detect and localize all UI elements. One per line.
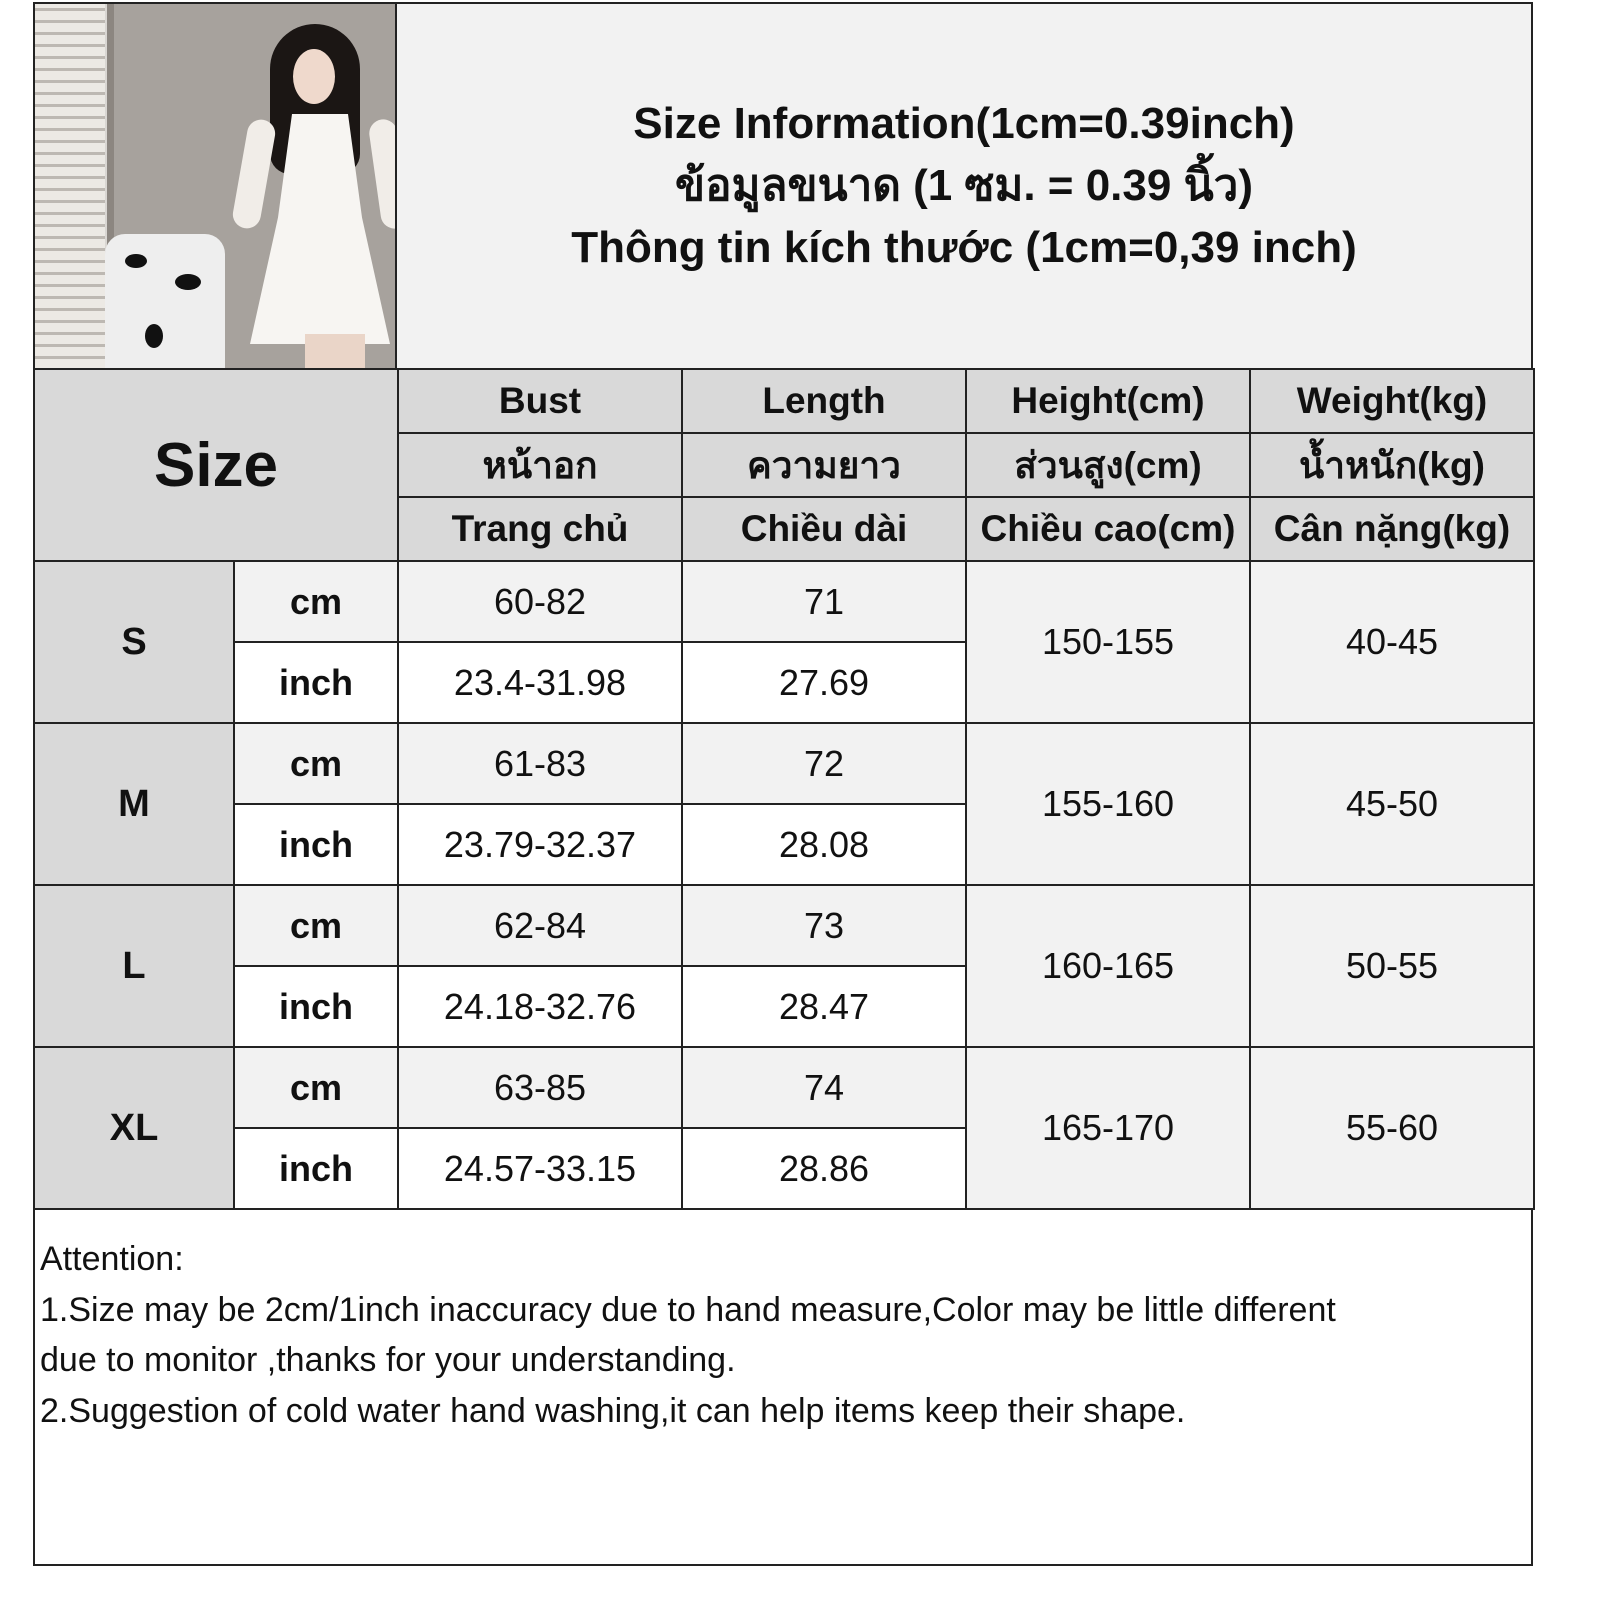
length-cm: 72	[681, 722, 967, 805]
height-range: 150-155	[965, 560, 1251, 724]
header-length: Length	[681, 368, 967, 434]
height-range: 160-165	[965, 884, 1251, 1048]
header-bust: Bust	[397, 368, 683, 434]
header-weight: Weight(kg)	[1249, 368, 1535, 434]
product-photo	[35, 4, 395, 368]
unit-inch: inch	[233, 1127, 399, 1210]
unit-cm: cm	[233, 884, 399, 967]
attention-notes: Attention: 1.Size may be 2cm/1inch inacc…	[40, 1234, 1530, 1436]
height-range: 165-170	[965, 1046, 1251, 1210]
size-row-cm: S cm 60-82 71 150-155 40-45	[33, 560, 1535, 724]
length-inch: 28.08	[681, 803, 967, 886]
height-range: 155-160	[965, 722, 1251, 886]
size-row-inch: inch 24.57-33.15 28.86	[34, 1127, 1534, 1210]
size-row-cm: M cm 61-83 72 155-160 45-50	[33, 722, 1535, 886]
note-line: 2.Suggestion of cold water hand washing,…	[40, 1391, 1186, 1430]
header-weight-thai: น้ำหนัก(kg)	[1249, 432, 1535, 498]
unit-inch: inch	[233, 641, 399, 724]
unit-cm: cm	[233, 722, 399, 805]
bust-inch: 24.18-32.76	[397, 965, 683, 1048]
header-bust-vi: Trang chủ	[397, 496, 683, 562]
bust-inch: 23.4-31.98	[397, 641, 683, 724]
header-height-vi: Chiều cao(cm)	[965, 496, 1251, 562]
title-vietnamese: Thông tin kích thước (1cm=0,39 inch)	[571, 223, 1357, 272]
length-inch: 28.47	[681, 965, 967, 1048]
header-height-thai: ส่วนสูง(cm)	[965, 432, 1251, 498]
header-bust-thai: หน้าอก	[397, 432, 683, 498]
title-english: Size Information(1cm=0.39inch)	[633, 99, 1295, 148]
size-label: S	[33, 560, 235, 724]
bust-inch: 24.57-33.15	[397, 1127, 683, 1210]
size-label: XL	[33, 1046, 235, 1210]
size-row-inch: inch 23.79-32.37 28.08	[34, 803, 1534, 886]
unit-inch: inch	[233, 965, 399, 1048]
bust-cm: 62-84	[397, 884, 683, 967]
size-label: L	[33, 884, 235, 1048]
bed	[105, 234, 225, 368]
unit-cm: cm	[233, 1046, 399, 1129]
size-row-cm: L cm 62-84 73 160-165 50-55	[33, 884, 1535, 1048]
weight-range: 45-50	[1249, 722, 1535, 886]
header-length-vi: Chiều dài	[681, 496, 967, 562]
note-line: due to monitor ,thanks for your understa…	[40, 1341, 736, 1379]
header-length-thai: ความยาว	[681, 432, 967, 498]
model-arm	[367, 117, 395, 231]
notes-heading: Attention:	[40, 1240, 184, 1278]
size-row-inch: inch 23.4-31.98 27.69	[34, 641, 1534, 724]
size-table: Size Bust Length Height(cm) Weight(kg) ห…	[33, 368, 1535, 1210]
size-row-cm: XL cm 63-85 74 165-170 55-60	[33, 1046, 1535, 1210]
size-header: Size	[33, 368, 399, 562]
note-line: 1.Size may be 2cm/1inch inaccuracy due t…	[40, 1290, 1336, 1329]
bust-inch: 23.79-32.37	[397, 803, 683, 886]
unit-inch: inch	[233, 803, 399, 886]
length-cm: 74	[681, 1046, 967, 1129]
bust-cm: 60-82	[397, 560, 683, 643]
unit-cm: cm	[233, 560, 399, 643]
length-cm: 71	[681, 560, 967, 643]
model-arm	[230, 117, 278, 231]
bust-cm: 63-85	[397, 1046, 683, 1129]
header-height: Height(cm)	[965, 368, 1251, 434]
weight-range: 40-45	[1249, 560, 1535, 724]
weight-range: 50-55	[1249, 884, 1535, 1048]
length-inch: 28.86	[681, 1127, 967, 1210]
bust-cm: 61-83	[397, 722, 683, 805]
divider	[395, 2, 397, 370]
size-label: M	[33, 722, 235, 886]
size-row-inch: inch 24.18-32.76 28.47	[34, 965, 1534, 1048]
length-cm: 73	[681, 884, 967, 967]
title-block: Size Information(1cm=0.39inch) ข้อมูลขนา…	[397, 4, 1531, 368]
model-legs	[305, 334, 365, 368]
weight-range: 55-60	[1249, 1046, 1535, 1210]
header-weight-vi: Cân nặng(kg)	[1249, 496, 1535, 562]
length-inch: 27.69	[681, 641, 967, 724]
model-face	[293, 49, 335, 104]
title-thai: ข้อมูลขนาด (1 ซม. = 0.39 นิ้ว)	[674, 161, 1253, 210]
window-blinds	[35, 4, 105, 368]
